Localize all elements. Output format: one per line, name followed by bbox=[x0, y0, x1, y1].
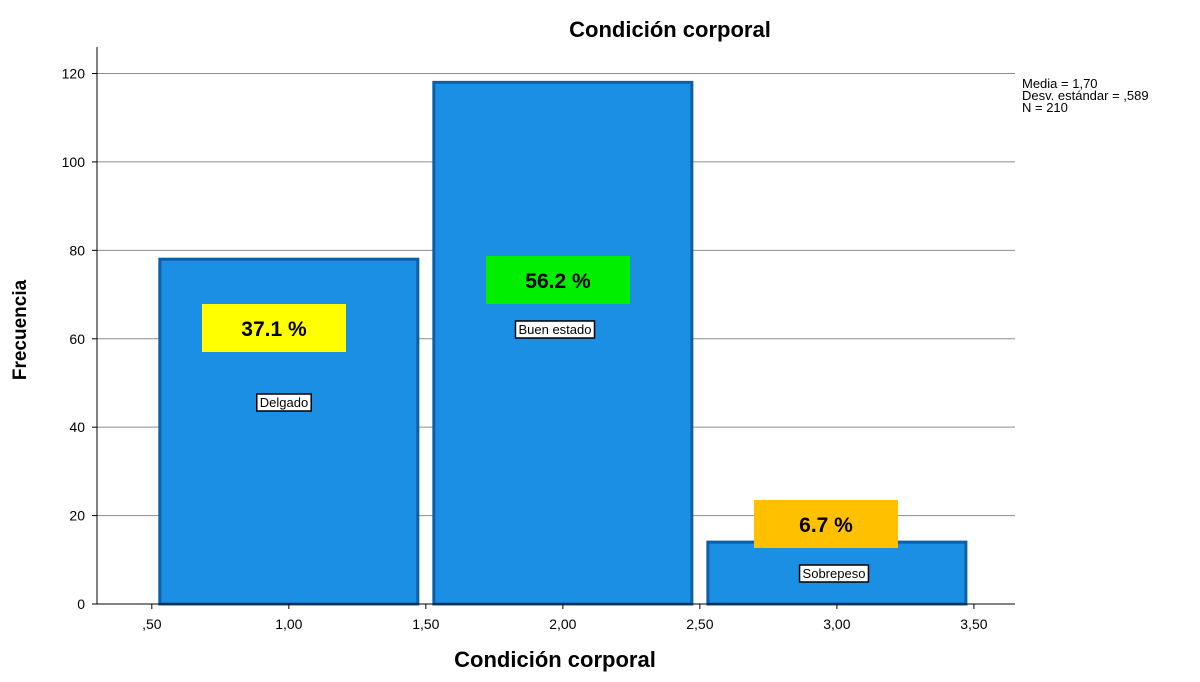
percent-label-buen-estado: 56.2 % bbox=[525, 270, 591, 293]
percent-label-sobrepeso: 6.7 % bbox=[799, 514, 853, 537]
stats-mean: Media = 1,70 bbox=[1022, 76, 1098, 91]
category-box-buen-estado bbox=[514, 320, 596, 339]
y-tick-label: 120 bbox=[62, 66, 86, 82]
y-tick-label: 40 bbox=[69, 419, 85, 435]
y-tick-label: 60 bbox=[69, 331, 85, 347]
category-label-buen-estado: Buen estado bbox=[518, 322, 591, 337]
bar-annotations: 37.1 % Delgado 56.2 % Buen estado 6.7 % Sobre… bbox=[202, 256, 898, 583]
x-tick-label: 2,00 bbox=[549, 616, 576, 632]
x-tick-label: 3,00 bbox=[823, 616, 850, 632]
category-label-delgado: Delgado bbox=[260, 395, 308, 410]
y-tick-label: 100 bbox=[62, 154, 86, 170]
stats-box: Media = 1,70 Desv. estándar = ,589 N = 2… bbox=[1022, 76, 1149, 115]
x-tick-label: 2,50 bbox=[686, 616, 713, 632]
y-axis-label: Frecuencia bbox=[10, 279, 31, 380]
percent-badge-buen-estado bbox=[486, 256, 630, 304]
axes bbox=[92, 47, 1015, 609]
percent-label-delgado: 37.1 % bbox=[241, 318, 307, 341]
x-tick-label: 1,00 bbox=[275, 616, 302, 632]
stats-std: Desv. estándar = ,589 bbox=[1022, 88, 1149, 103]
percent-badge-delgado bbox=[202, 304, 346, 352]
x-axis-label: Condición corporal bbox=[454, 647, 656, 672]
category-box-delgado bbox=[256, 393, 312, 412]
category-box-sobrepeso bbox=[798, 564, 870, 583]
percent-badge-sobrepeso bbox=[754, 500, 898, 548]
tick-labels: 0 20 40 60 80 100 120 ,50 1,00 1,50 2,00 2,50 3,00 3,… bbox=[62, 66, 988, 632]
y-tick-label: 20 bbox=[69, 508, 85, 524]
stats-n: N = 210 bbox=[1022, 100, 1068, 115]
x-tick-label: ,50 bbox=[142, 616, 162, 632]
y-tick-label: 80 bbox=[69, 242, 85, 258]
y-tick-label: 0 bbox=[77, 596, 85, 612]
bar-buen-estado bbox=[432, 80, 694, 606]
chart-title: Condición corporal bbox=[569, 17, 771, 42]
x-tick-label: 3,50 bbox=[960, 616, 987, 632]
category-label-sobrepeso: Sobrepeso bbox=[803, 566, 866, 581]
x-tick-label: 1,50 bbox=[412, 616, 439, 632]
